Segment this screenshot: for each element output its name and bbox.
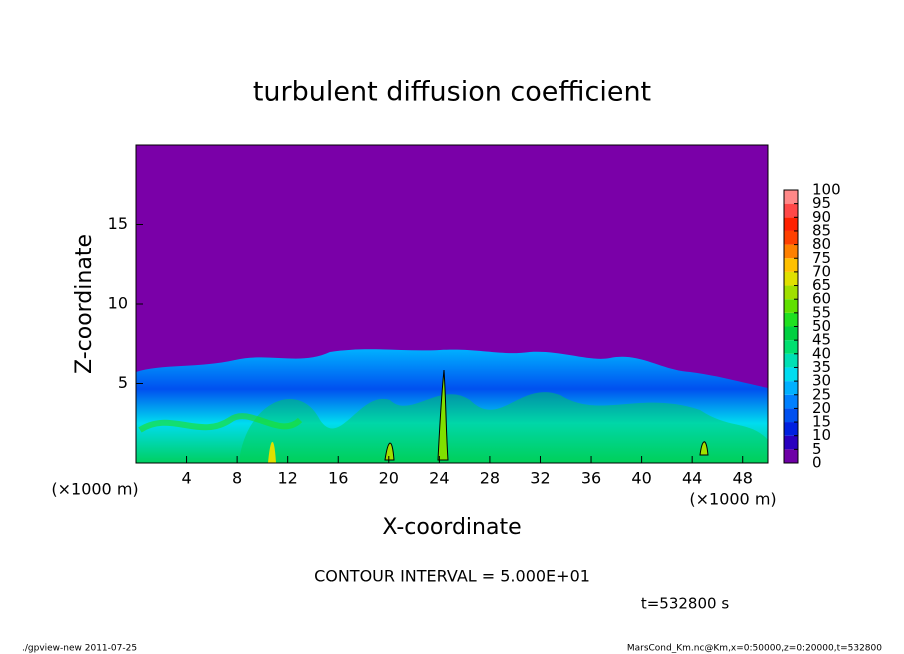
y-tick-label: 5 xyxy=(118,373,128,392)
field-layer xyxy=(136,349,768,463)
colorbar-label: 90 xyxy=(812,208,831,226)
colorbar-cell xyxy=(784,299,798,313)
colorbar-cell xyxy=(784,435,798,450)
colorbar-label: 95 xyxy=(812,194,831,212)
y-tick-label: 10 xyxy=(108,294,128,313)
annotation: t=532800 s xyxy=(641,595,729,613)
x-tick-label: 28 xyxy=(480,469,500,488)
x-tick-label: 48 xyxy=(733,469,753,488)
colorbar-label: 75 xyxy=(812,249,831,267)
colorbar-label: 85 xyxy=(812,221,831,239)
colorbar-label: 100 xyxy=(812,181,841,199)
colorbar-label: 65 xyxy=(812,276,831,294)
x-tick-label: 36 xyxy=(581,469,601,488)
colorbar-cell xyxy=(784,217,798,231)
colorbar-cell xyxy=(784,340,798,354)
colorbar-label: 20 xyxy=(812,399,831,417)
chart-title: turbulent diffusion coefficient xyxy=(253,77,651,108)
x-tick-label: 44 xyxy=(682,469,702,488)
colorbar-cell xyxy=(784,449,798,463)
footer: MarsCond_Km.nc@Km,x=0:50000,z=0:20000,t=… xyxy=(627,644,882,654)
colorbar-cell xyxy=(784,381,798,395)
colorbar-label: 25 xyxy=(812,385,831,403)
x-tick-label: 20 xyxy=(379,469,399,488)
x-unit: (×1000 m) xyxy=(51,480,138,499)
colorbar-label: 50 xyxy=(812,317,831,335)
colorbar-label: 30 xyxy=(812,372,831,390)
colorbar-cell xyxy=(784,244,798,259)
x-tick-label: 12 xyxy=(278,469,298,488)
colorbar-cell xyxy=(784,230,798,245)
x-unit: (×1000 m) xyxy=(689,490,776,509)
colorbar-label: 70 xyxy=(812,262,831,280)
colorbar-cell xyxy=(784,258,798,272)
colorbar-label: 0 xyxy=(812,454,822,472)
colorbar-label: 55 xyxy=(812,303,831,321)
colorbar-cell xyxy=(784,394,798,409)
colorbar-cell xyxy=(784,326,798,341)
annotation: CONTOUR INTERVAL = 5.000E+01 xyxy=(314,567,590,586)
colorbar-cell xyxy=(784,408,798,423)
y-tick-label: 15 xyxy=(108,214,128,233)
colorbar-label: 80 xyxy=(812,235,831,253)
x-tick-label: 32 xyxy=(530,469,550,488)
colorbar-cell xyxy=(784,285,798,300)
x-axis-label: X-coordinate xyxy=(382,515,521,540)
x-tick-label: 8 xyxy=(232,469,242,488)
colorbar-cell xyxy=(784,422,798,436)
x-tick-label: 4 xyxy=(181,469,191,488)
colorbar-cell xyxy=(784,271,798,286)
colorbar-cell xyxy=(784,203,798,218)
footer: ./gpview-new 2011-07-25 xyxy=(22,644,137,654)
colorbar-label: 15 xyxy=(812,413,831,431)
x-tick-label: 16 xyxy=(328,469,348,488)
x-tick-label: 40 xyxy=(631,469,651,488)
colorbar-label: 45 xyxy=(812,331,831,349)
colorbar-label: 10 xyxy=(812,426,831,444)
colorbar-label: 5 xyxy=(812,440,822,458)
colorbar-label: 35 xyxy=(812,358,831,376)
y-axis-label: Z-coordinate xyxy=(72,234,97,374)
x-tick-label: 24 xyxy=(429,469,449,488)
colorbar-cell xyxy=(784,367,798,382)
colorbar-label: 60 xyxy=(812,290,831,308)
colorbar-cell xyxy=(784,190,798,204)
colorbar-label: 40 xyxy=(812,344,831,362)
colorbar-cell xyxy=(784,353,798,368)
colorbar-cell xyxy=(784,312,798,327)
